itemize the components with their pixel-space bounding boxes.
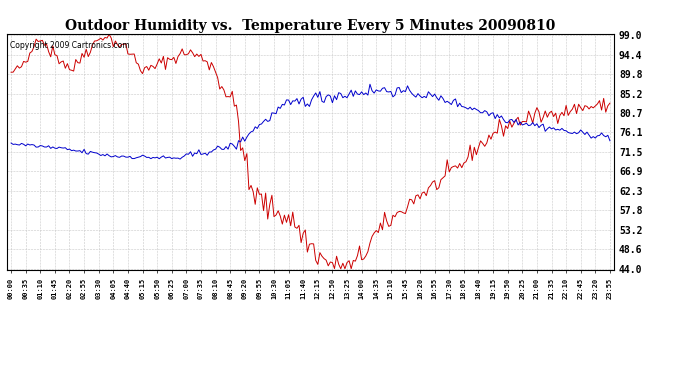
Title: Outdoor Humidity vs.  Temperature Every 5 Minutes 20090810: Outdoor Humidity vs. Temperature Every 5… [66, 19, 555, 33]
Text: Copyright 2009 Cartronics.com: Copyright 2009 Cartronics.com [10, 41, 130, 50]
